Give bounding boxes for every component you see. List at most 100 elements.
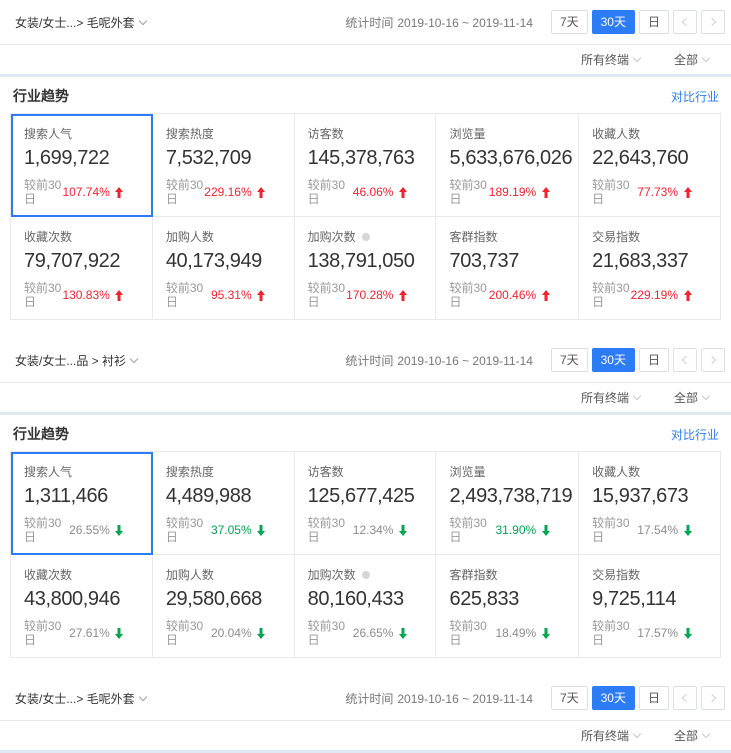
metric-label-row: 加购次数 xyxy=(308,568,430,582)
arrow-up-icon xyxy=(683,187,692,198)
breadcrumb-text: 女装/女士...> 毛呢外套 xyxy=(15,691,135,706)
metric-card[interactable]: 加购人数 40,173,949 较前30日 95.31% xyxy=(152,217,295,320)
terminal-filter-label: 所有终端 xyxy=(580,53,629,67)
chevron-left-icon xyxy=(681,693,691,703)
stat-time: 统计时间 2019-10-16 ~ 2019-11-14 xyxy=(345,690,533,707)
compare-row: 较前30日 12.34% xyxy=(308,516,430,544)
industry-trend-section: 行业趋势 对比行业 搜索人气 1,311,466 较前30日 26.55% 搜索热度 4,… xyxy=(0,412,731,676)
compare-period-label: 较前30日 xyxy=(592,516,630,544)
metric-card[interactable]: 交易指数 21,683,337 较前30日 229.19% xyxy=(579,217,721,320)
metric-card[interactable]: 客群指数 625,833 较前30日 18.49% xyxy=(436,555,580,658)
compare-percent: 37.05% xyxy=(210,523,252,537)
metric-card[interactable]: 浏览量 5,633,676,026 较前30日 189.19% xyxy=(436,114,580,217)
metric-value: 2,493,738,719 xyxy=(449,485,573,507)
terminal-filter[interactable]: 所有终端 xyxy=(581,727,642,744)
compare-period-label: 较前30日 xyxy=(449,281,487,309)
compare-percent: 46.06% xyxy=(352,185,394,199)
range-30d-button[interactable]: 30天 xyxy=(591,10,635,34)
compare-row: 较前30日 95.31% xyxy=(166,281,288,309)
info-icon[interactable] xyxy=(361,233,370,241)
metric-value: 145,378,763 xyxy=(307,147,415,169)
compare-row: 较前30日 189.19% xyxy=(449,178,572,206)
metric-card[interactable]: 收藏次数 79,707,922 较前30日 130.83% xyxy=(11,217,153,320)
prev-button[interactable] xyxy=(673,348,697,372)
terminal-filter[interactable]: 所有终端 xyxy=(580,51,642,68)
metric-card[interactable]: 浏览量 2,493,738,719 较前30日 31.90% xyxy=(436,452,580,555)
metric-card[interactable]: 客群指数 703,737 较前30日 200.46% xyxy=(436,217,580,320)
prev-button[interactable] xyxy=(673,686,697,710)
range-day-button[interactable]: 日 xyxy=(638,10,669,34)
category-filter[interactable]: 全部 xyxy=(674,389,711,406)
range-7d-button[interactable]: 7天 xyxy=(550,348,588,372)
panel-shirt: 女装/女士...品 > 衬衫 统计时间 2019-10-16 ~ 2019-11-… xyxy=(0,338,731,676)
metric-card[interactable]: 收藏次数 43,800,946 较前30日 27.61% xyxy=(11,555,153,658)
range-7d-button[interactable]: 7天 xyxy=(550,10,588,34)
metric-value: 40,173,949 xyxy=(165,250,263,272)
metric-value: 138,791,050 xyxy=(307,250,415,272)
section-header: 行业趋势 对比行业 xyxy=(10,77,721,113)
metric-value: 7,532,709 xyxy=(165,147,252,169)
compare-industry-link[interactable]: 对比行业 xyxy=(670,427,719,442)
metric-label: 收藏次数 xyxy=(24,230,73,244)
arrow-up-icon xyxy=(257,290,266,301)
metric-label-row: 收藏人数 xyxy=(592,127,714,141)
metric-label: 浏览量 xyxy=(449,465,486,479)
metric-card[interactable]: 交易指数 9,725,114 较前30日 17.57% xyxy=(579,555,721,658)
info-icon[interactable] xyxy=(361,571,370,579)
chevron-left-icon xyxy=(681,355,691,365)
metric-card[interactable]: 搜索热度 7,532,709 较前30日 229.16% xyxy=(152,114,295,217)
metric-value: 43,800,946 xyxy=(24,588,121,610)
metric-label: 搜索热度 xyxy=(165,127,214,141)
metric-card[interactable]: 收藏人数 15,937,673 较前30日 17.54% xyxy=(579,452,721,555)
compare-percent: 27.61% xyxy=(69,626,110,640)
range-7d-button[interactable]: 7天 xyxy=(550,686,588,710)
metric-card[interactable]: 收藏人数 22,643,760 较前30日 77.73% xyxy=(579,114,721,217)
category-filter[interactable]: 全部 xyxy=(674,727,711,744)
metric-value: 22,643,760 xyxy=(592,147,689,169)
category-filter[interactable]: 全部 xyxy=(674,51,711,68)
next-button[interactable] xyxy=(701,10,725,34)
range-day-button[interactable]: 日 xyxy=(638,348,669,372)
stat-time-label: 统计时间 xyxy=(345,691,394,706)
metric-card-selected[interactable]: 搜索人气 1,699,722 较前30日 107.74% xyxy=(11,114,153,217)
metric-card[interactable]: 加购次数 138,791,050 较前30日 170.28% xyxy=(294,217,437,320)
section-title: 行业趋势 xyxy=(13,88,69,104)
metric-value: 29,580,668 xyxy=(165,588,263,610)
compare-period-label: 较前30日 xyxy=(165,281,204,309)
metric-label: 交易指数 xyxy=(592,568,641,582)
chevron-down-icon xyxy=(701,729,711,739)
range-30d-button[interactable]: 30天 xyxy=(591,348,635,372)
category-breadcrumb[interactable]: 女装/女士...> 毛呢外套 xyxy=(15,690,147,707)
range-day-button[interactable]: 日 xyxy=(638,686,669,710)
compare-period-label: 较前30日 xyxy=(165,516,204,544)
prev-button[interactable] xyxy=(673,10,697,34)
compare-row: 较前30日 200.46% xyxy=(449,281,572,309)
category-breadcrumb[interactable]: 女装/女士...> 毛呢外套 xyxy=(15,14,147,31)
category-breadcrumb[interactable]: 女装/女士...品 > 衬衫 xyxy=(15,352,139,369)
chevron-down-icon xyxy=(701,53,711,63)
metric-label: 加购次数 xyxy=(307,568,356,582)
compare-row: 较前30日 107.74% xyxy=(24,178,146,206)
compare-percent: 107.74% xyxy=(62,185,110,199)
metric-card[interactable]: 访客数 125,677,425 较前30日 12.34% xyxy=(294,452,437,555)
metric-card[interactable]: 加购次数 80,160,433 较前30日 26.65% xyxy=(294,555,437,658)
arrow-down-icon xyxy=(541,628,550,639)
metric-label-row: 搜索人气 xyxy=(24,127,146,141)
metric-card[interactable]: 加购人数 29,580,668 较前30日 20.04% xyxy=(152,555,295,658)
metric-card[interactable]: 访客数 145,378,763 较前30日 46.06% xyxy=(294,114,437,217)
compare-row: 较前30日 229.16% xyxy=(166,178,288,206)
compare-industry-link[interactable]: 对比行业 xyxy=(670,89,719,104)
stat-time-label: 统计时间 xyxy=(345,15,394,30)
terminal-filter[interactable]: 所有终端 xyxy=(581,389,642,406)
range-30d-button[interactable]: 30天 xyxy=(591,686,635,710)
arrow-down-icon xyxy=(115,525,124,536)
metric-card-selected[interactable]: 搜索人气 1,311,466 较前30日 26.55% xyxy=(11,452,153,555)
next-button[interactable] xyxy=(701,348,725,372)
section-title: 行业趋势 xyxy=(13,426,69,442)
compare-row: 较前30日 20.04% xyxy=(166,619,288,647)
compare-percent: 18.49% xyxy=(495,626,537,640)
metric-label-row: 收藏次数 xyxy=(24,568,146,582)
next-button[interactable] xyxy=(701,686,725,710)
panel-coat: 女装/女士...> 毛呢外套 统计时间 2019-10-16 ~ 2019-11-… xyxy=(0,0,731,338)
metric-card[interactable]: 搜索热度 4,489,988 较前30日 37.05% xyxy=(152,452,295,555)
